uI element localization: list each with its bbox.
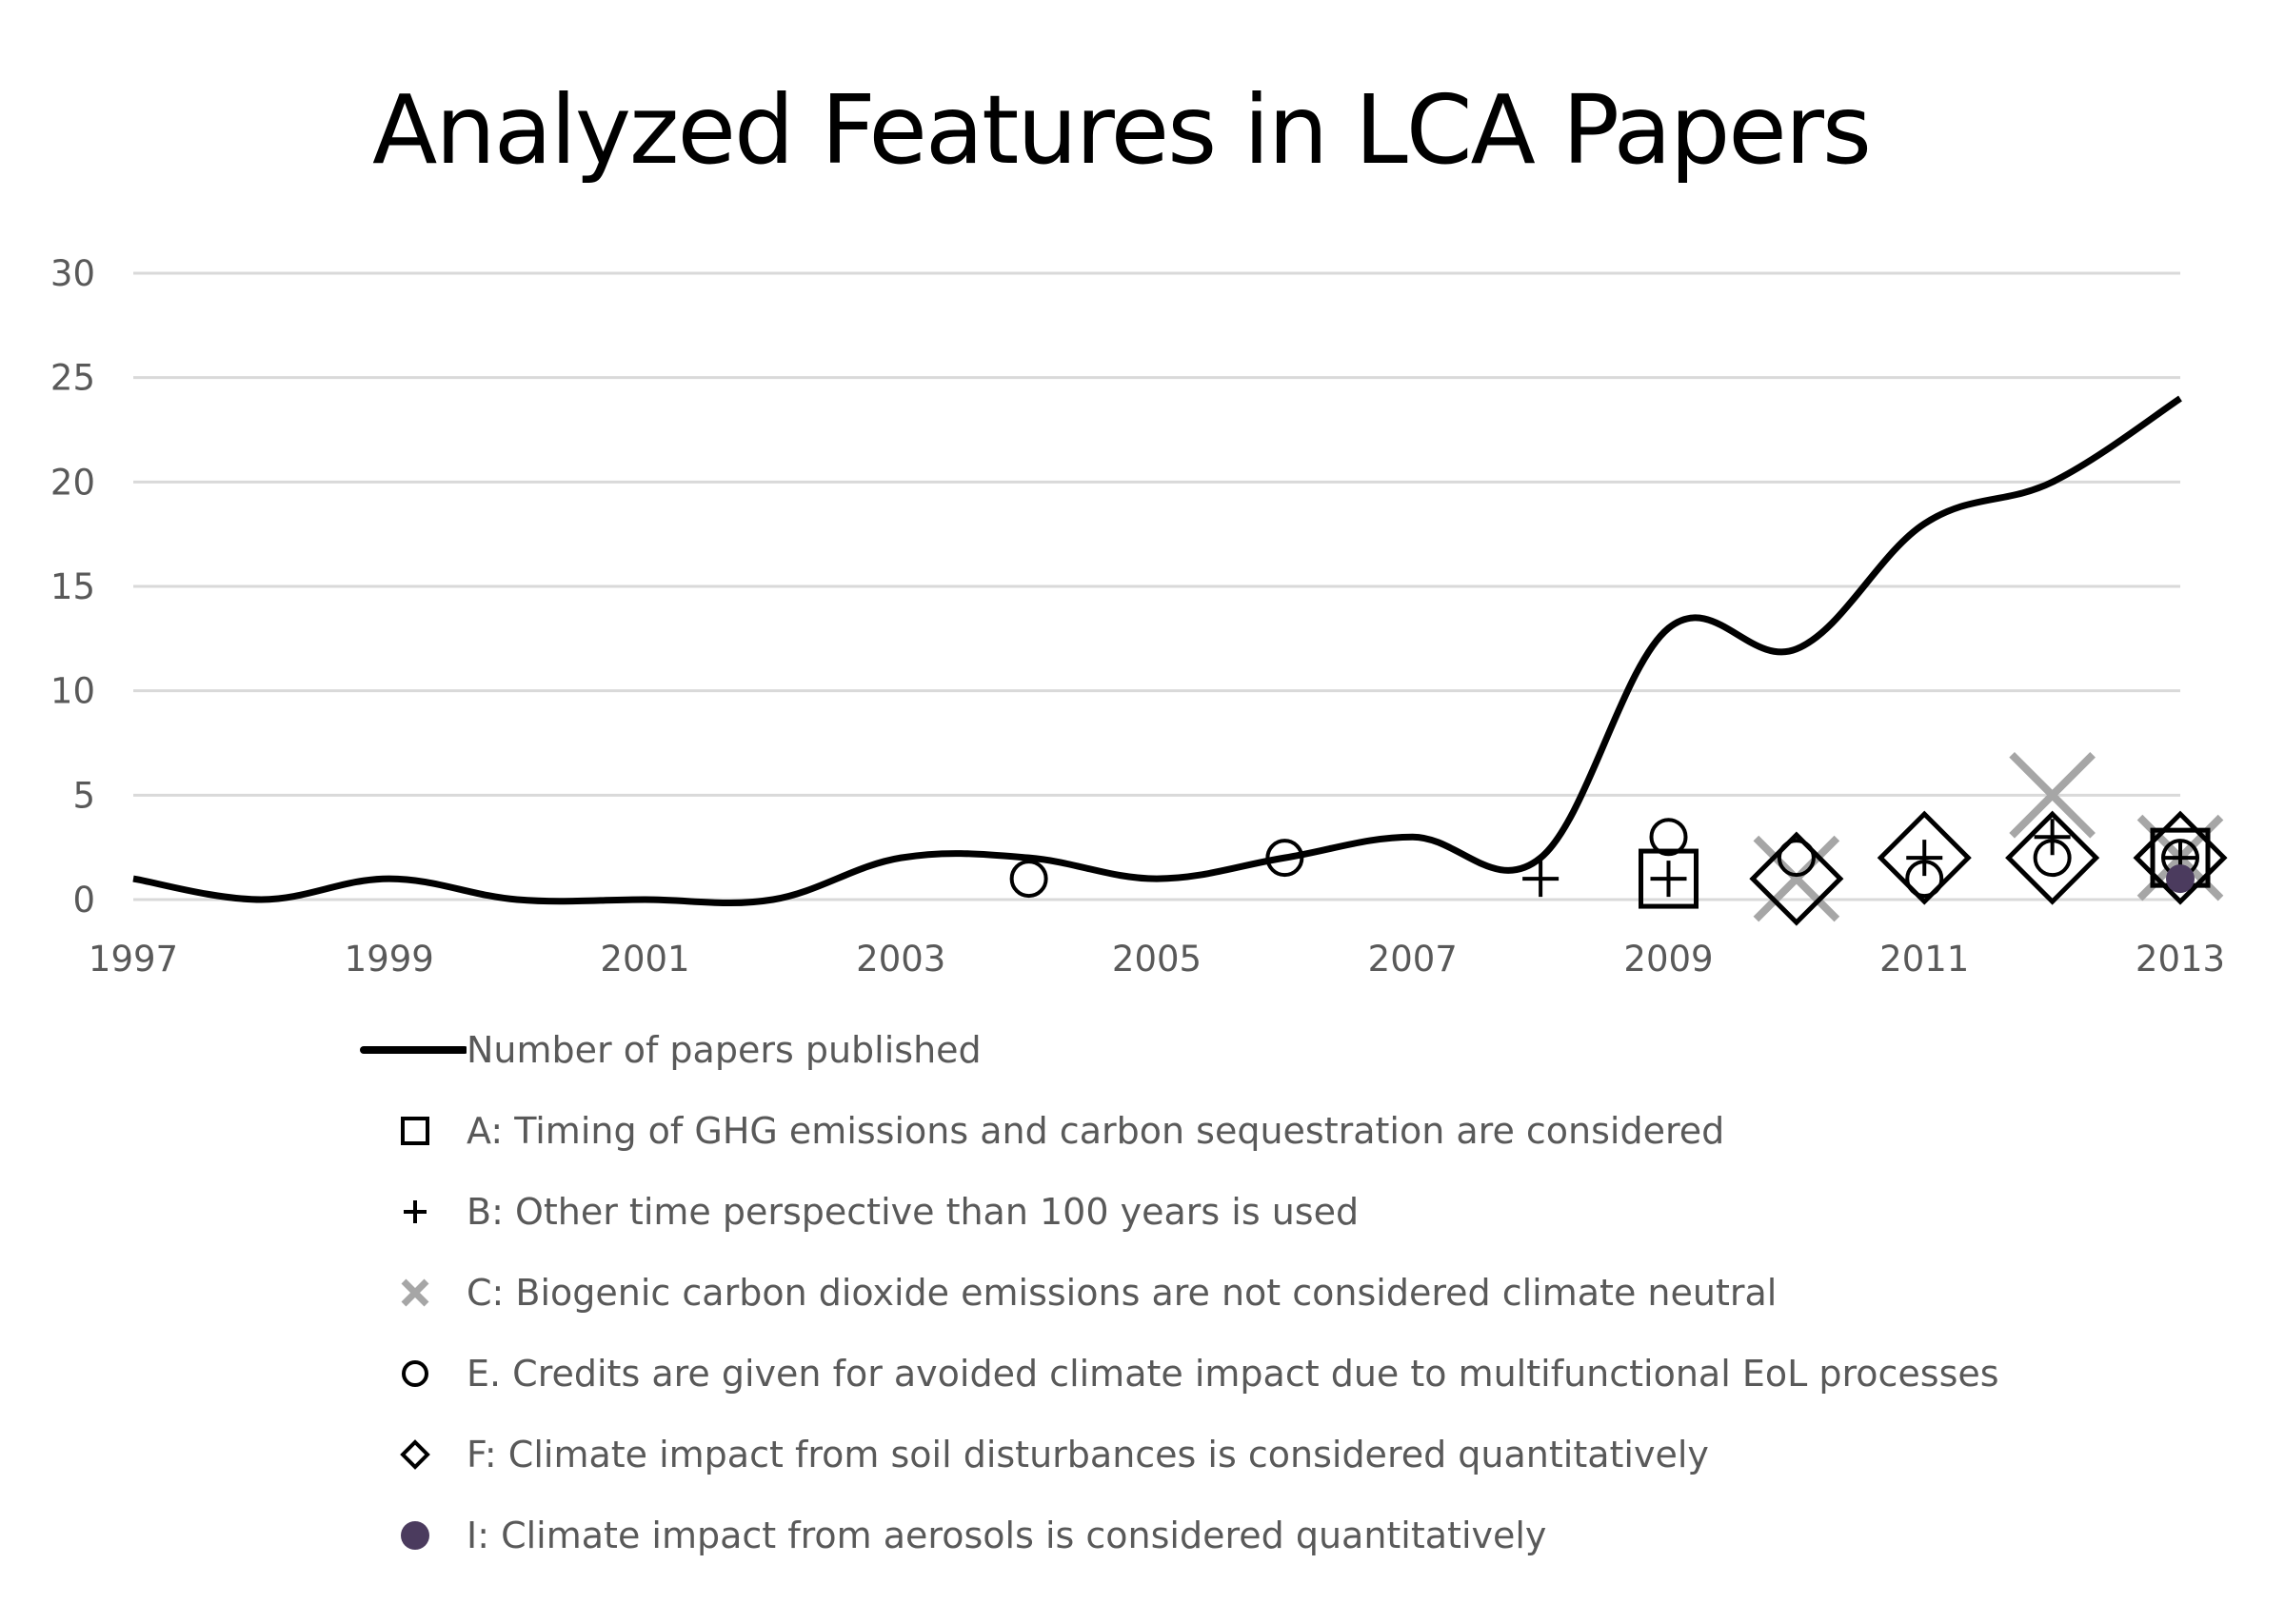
- data-point-diamond: [1877, 810, 1972, 905]
- data-point-diamond: [2005, 810, 2100, 905]
- y-tick-label: 20: [50, 462, 95, 503]
- x-tick-label: 2007: [1368, 939, 1458, 980]
- legend-swatch-circle: [352, 1345, 467, 1402]
- legend-label: Number of papers published: [467, 1028, 982, 1071]
- legend-label: C: Biogenic carbon dioxide emissions are…: [467, 1271, 1778, 1314]
- data-point-x: [2009, 752, 2096, 839]
- x-tick-label: 2013: [2136, 939, 2225, 980]
- legend-label: E. Credits are given for avoided climate…: [467, 1352, 1999, 1395]
- x-tick-label: 1997: [89, 939, 178, 980]
- x-tick-label: 2011: [1879, 939, 1969, 980]
- y-tick-label: 15: [50, 566, 95, 607]
- legend-swatch-line: [352, 1021, 467, 1079]
- data-point-filled-circle: [2166, 864, 2195, 894]
- data-point-circle: [1777, 839, 1816, 878]
- data-point-circle: [1009, 860, 1048, 899]
- legend-label: I: Climate impact from aerosols is consi…: [467, 1514, 1547, 1556]
- legend-diamond-icon: [400, 1438, 430, 1470]
- series-markers: [1009, 752, 2228, 926]
- series-lines: [132, 395, 2182, 907]
- legend-swatch-x: [352, 1264, 467, 1321]
- data-point-diamond: [1749, 831, 1844, 926]
- data-point-plus: [1650, 861, 1687, 898]
- x-tick-label: 2003: [856, 939, 945, 980]
- gridlines: [133, 271, 2180, 901]
- legend-label: A: Timing of GHG emissions and carbon se…: [467, 1109, 1725, 1152]
- legend-plus-icon: [404, 1199, 427, 1223]
- line-chart: 0 5 10 15 20 25 30 1997 1999 2001 2003 2005 2007 200…: [50, 253, 2228, 980]
- legend-swatch-filled-circle: [352, 1507, 467, 1564]
- y-axis-tick-labels: 0 5 10 15 20 25 30: [50, 253, 95, 921]
- data-point-square: [1639, 848, 1699, 909]
- x-tick-label: 2009: [1623, 939, 1713, 980]
- data-point-circle: [1649, 818, 1688, 857]
- x-tick-label: 1999: [345, 939, 434, 980]
- y-tick-label: 10: [50, 671, 95, 712]
- legend-swatch-diamond: [352, 1426, 467, 1483]
- data-point-circle: [1265, 839, 1304, 878]
- legend-item: C: Biogenic carbon dioxide emissions are…: [352, 1252, 1999, 1333]
- data-point-plus: [2034, 819, 2071, 856]
- data-point-plus: [1522, 861, 1560, 898]
- y-tick-label: 0: [72, 880, 95, 921]
- y-tick-label: 25: [50, 358, 95, 399]
- legend-item: E. Credits are given for avoided climate…: [352, 1333, 1999, 1414]
- legend-swatch-square: [352, 1102, 467, 1159]
- chart-title: Analyzed Features in LCA Papers: [371, 74, 1872, 186]
- legend-swatch-plus: [352, 1183, 467, 1240]
- data-point-x: [1753, 835, 1840, 922]
- legend-item: B: Other time perspective than 100 years…: [352, 1171, 1999, 1252]
- legend-item: Number of papers published: [352, 1009, 1999, 1090]
- x-axis-tick-labels: 1997 1999 2001 2003 2005 2007 2009 2011 2013: [89, 939, 2225, 980]
- x-tick-label: 2005: [1112, 939, 1202, 980]
- legend-item: A: Timing of GHG emissions and carbon se…: [352, 1090, 1999, 1171]
- series-line-papers-published: [132, 395, 2182, 907]
- legend-circle-icon: [402, 1359, 428, 1387]
- legend-x-icon: [401, 1278, 429, 1306]
- y-tick-label: 30: [50, 253, 95, 294]
- y-tick-label: 5: [72, 775, 95, 816]
- legend-item: F: Climate impact from soil disturbances…: [352, 1414, 1999, 1495]
- legend: Number of papers published A: Timing of G…: [352, 1009, 1999, 1575]
- legend-filled-circle-icon: [401, 1520, 429, 1550]
- legend-label: B: Other time perspective than 100 years…: [467, 1190, 1360, 1233]
- legend-square-icon: [401, 1116, 429, 1145]
- data-point-plus: [1906, 840, 1943, 877]
- legend-item: I: Climate impact from aerosols is consi…: [352, 1495, 1999, 1575]
- x-tick-label: 2001: [600, 939, 689, 980]
- legend-label: F: Climate impact from soil disturbances…: [467, 1433, 1709, 1475]
